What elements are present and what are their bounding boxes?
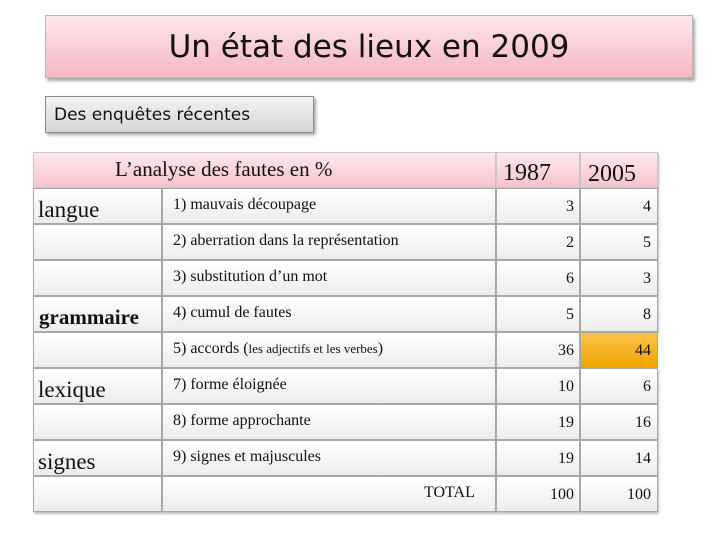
label-cell [162, 188, 496, 224]
value-2005: 16 [635, 414, 651, 431]
value-1987: 19 [558, 414, 574, 431]
year-1987-header-cell [496, 152, 580, 188]
value-1987-cell [496, 476, 580, 512]
category-cell [33, 440, 162, 476]
year-1987-header: 1987 [503, 160, 551, 186]
row-label: 9) signes et majuscules [173, 448, 321, 465]
value-2005-cell [580, 296, 658, 332]
label-cell [162, 260, 496, 296]
value-1987: 5 [566, 306, 574, 323]
value-2005-cell [580, 260, 658, 296]
label-cell [162, 296, 496, 332]
value-1987: 10 [558, 378, 574, 395]
value-1987-cell [496, 224, 580, 260]
row-label-main: 5) accords ( [173, 340, 249, 357]
value-2005-cell [580, 188, 658, 224]
subtitle-box: Des enquêtes récentes [45, 96, 314, 133]
value-2005: 3 [643, 270, 651, 287]
label-cell [162, 368, 496, 404]
value-1987: 19 [558, 450, 574, 467]
total-1987: 100 [550, 486, 574, 503]
value-2005-cell [580, 404, 658, 440]
label-cell [162, 440, 496, 476]
label-cell [162, 476, 496, 512]
label-cell [162, 224, 496, 260]
value-2005-cell [580, 224, 658, 260]
subtitle: Des enquêtes récentes [54, 104, 251, 125]
label-cell [162, 404, 496, 440]
value-1987: 2 [566, 234, 574, 251]
value-1987-cell [496, 260, 580, 296]
value-1987: 3 [566, 198, 574, 215]
category-langue: langue [38, 197, 100, 222]
row-label: 3) substitution d’un mot [173, 268, 328, 285]
row-label: 7) forme éloignée [173, 376, 287, 393]
row-label-small: les adjectifs et les verbes [248, 341, 378, 356]
row-label: 8) forme approchante [173, 412, 311, 429]
value-2005: 8 [643, 306, 651, 323]
category-cell [33, 224, 162, 260]
row-label: 4) cumul de fautes [173, 304, 292, 321]
total-label: TOTAL [424, 484, 475, 501]
value-2005: 5 [643, 234, 651, 251]
row-label: 1) mauvais découpage [173, 196, 317, 213]
slide-title: Un état des lieux en 2009 [168, 28, 570, 65]
category-cell [33, 368, 162, 404]
category-cell [33, 476, 162, 512]
category-signes: signes [38, 449, 96, 474]
value-2005-cell [580, 440, 658, 476]
category-cell [33, 188, 162, 224]
value-1987-cell [496, 188, 580, 224]
year-2005-header-cell [580, 152, 658, 188]
value-1987-cell [496, 404, 580, 440]
value-2005: 6 [643, 378, 651, 395]
total-2005: 100 [627, 486, 651, 503]
year-2005-header: 2005 [588, 161, 636, 187]
category-grammaire: grammaire [39, 305, 139, 329]
value-1987-cell [496, 296, 580, 332]
value-2005: 4 [643, 198, 651, 215]
row-label-end: ) [377, 340, 384, 357]
table-header-title: L’analyse des fautes en % [115, 157, 333, 181]
row-label: 5) accords (les adjectifs et les verbes) [173, 340, 383, 358]
value-1987: 6 [566, 270, 574, 287]
value-2005-cell-highlighted [580, 332, 658, 368]
label-cell [162, 332, 496, 368]
value-2005-cell [580, 476, 658, 512]
value-1987-cell [496, 332, 580, 368]
category-cell [33, 404, 162, 440]
category-cell [33, 260, 162, 296]
category-cell [33, 332, 162, 368]
value-2005-highlighted: 44 [635, 342, 651, 359]
row-label: 2) aberration dans la représentation [173, 232, 399, 249]
category-lexique: lexique [38, 377, 106, 402]
value-1987: 36 [558, 342, 574, 359]
value-2005-cell [580, 368, 658, 404]
table-header-cell [33, 152, 496, 188]
value-2005: 14 [635, 450, 651, 467]
category-cell [33, 296, 162, 332]
value-1987-cell [496, 440, 580, 476]
slide-title-box: Un état des lieux en 2009 [45, 15, 693, 78]
value-1987-cell [496, 368, 580, 404]
